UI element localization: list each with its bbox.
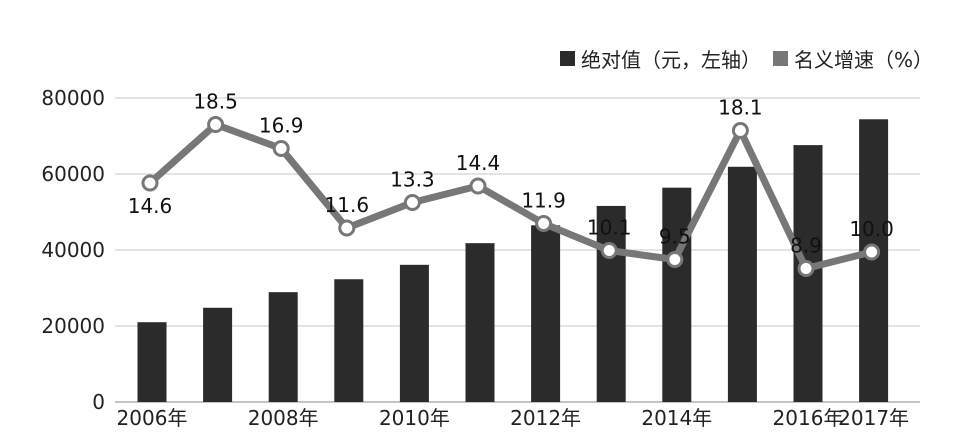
bar [137, 322, 167, 402]
growth-point [272, 140, 290, 157]
growth-line [146, 121, 876, 272]
growth-point [403, 194, 421, 211]
y-tick-label: 20000 [41, 314, 105, 338]
growth-point [863, 243, 881, 261]
growth-data-label: 10.1 [587, 216, 632, 240]
y-tick-label: 40000 [41, 238, 105, 262]
x-tick-label: 2017年 [838, 406, 909, 430]
bar [859, 119, 889, 402]
growth-point [797, 260, 815, 277]
bar [596, 205, 626, 402]
growth-data-label: 11.6 [325, 193, 370, 217]
growth-point [469, 177, 487, 195]
growth-data-label: 18.1 [718, 96, 763, 120]
growth-point [535, 215, 553, 232]
growth-point [600, 242, 618, 259]
bar [465, 243, 495, 402]
chart-legend: 绝对值（元，左轴） 名义增速（%） [560, 44, 945, 73]
growth-data-label: 10.0 [849, 217, 894, 241]
growth-data-label: 9.5 [659, 225, 691, 249]
growth-data-label: 8.9 [790, 234, 822, 258]
growth-point [338, 219, 356, 237]
legend-swatch-absolute [560, 51, 575, 66]
growth-data-label: 18.5 [193, 90, 238, 114]
bar [727, 166, 757, 402]
growth-point [731, 122, 749, 139]
growth-point [141, 174, 159, 192]
bar [203, 307, 233, 402]
growth-data-label: 14.4 [456, 151, 501, 175]
x-tick-label: 2008年 [248, 406, 319, 430]
x-tick-label: 2012年 [510, 406, 581, 430]
legend-item-growth: 名义增速（%） [773, 44, 933, 73]
legend-swatch-growth [773, 51, 788, 66]
growth-data-label: 13.3 [390, 168, 435, 192]
growth-data-label: 14.6 [128, 194, 173, 218]
growth-data-label: 11.9 [521, 189, 566, 213]
bar [268, 292, 298, 402]
bar [662, 187, 692, 402]
growth-data-label: 16.9 [259, 114, 304, 138]
y-tick-label: 60000 [41, 162, 105, 186]
y-tick-label: 0 [92, 390, 105, 414]
growth-point [207, 116, 225, 133]
x-tick-label: 2010年 [379, 406, 450, 430]
bar [531, 225, 561, 402]
y-tick-label: 80000 [41, 86, 105, 110]
x-tick-label: 2006年 [117, 406, 188, 430]
growth-point [666, 251, 684, 268]
x-tick-label: 2016年 [773, 406, 844, 430]
x-tick-label: 2014年 [641, 406, 712, 430]
legend-label-growth: 名义增速（%） [794, 48, 934, 72]
bar [399, 264, 429, 402]
legend-item-absolute: 绝对值（元，左轴） [560, 44, 761, 73]
bar [334, 279, 364, 402]
legend-label-absolute: 绝对值（元，左轴） [581, 48, 761, 72]
